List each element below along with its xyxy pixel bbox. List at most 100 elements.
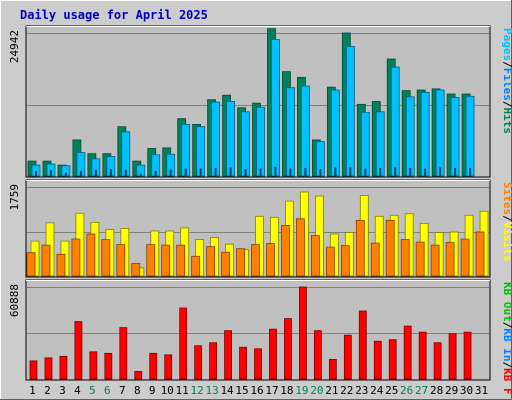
x-tick-day-6: 6 [104, 384, 111, 397]
bar-pages-day-16 [259, 168, 262, 176]
panel-hits-files-pages-legend: Pages/Files/Hits [501, 28, 512, 134]
bar-pages-day-24 [379, 167, 382, 176]
bar-sites-day-10 [161, 244, 171, 277]
legend-: / [501, 322, 512, 329]
legend-pages: Pages [501, 28, 512, 61]
bar-sites-day-23 [355, 219, 365, 277]
legend-kb-out: KB Out [501, 282, 512, 322]
bar-kbf-day-13 [209, 342, 218, 380]
x-tick-day-12: 12 [191, 384, 204, 397]
legend-: / [501, 61, 512, 68]
bar-kbf-day-4 [74, 321, 83, 380]
x-tick-day-21: 21 [325, 384, 338, 397]
panel-hits-files-pages-ymax-label: 24942 [8, 30, 21, 63]
bar-pages-day-12 [199, 168, 202, 176]
bar-sites-day-16 [251, 244, 260, 277]
bar-kbf-day-3 [59, 355, 68, 380]
bar-sites-day-1 [26, 252, 36, 277]
x-tick-day-15: 15 [235, 384, 248, 397]
bar-files-day-24 [375, 111, 385, 177]
x-tick-day-13: 13 [205, 384, 218, 397]
x-tick-day-22: 22 [340, 384, 353, 397]
x-tick-day-31: 31 [475, 384, 488, 397]
bar-sites-day-31 [475, 231, 485, 277]
bar-pages-day-19 [304, 167, 307, 176]
x-tick-day-1: 1 [29, 384, 36, 397]
bar-kbf-day-23 [358, 310, 367, 380]
legend-: / [501, 362, 512, 369]
bar-pages-day-11 [184, 168, 187, 176]
chart-title: Daily usage for April 2025 [20, 8, 208, 22]
bar-sites-day-6 [101, 239, 111, 277]
bar-kbf-day-11 [179, 307, 188, 380]
bar-kbf-day-21 [328, 358, 337, 380]
bar-kbf-day-15 [239, 346, 247, 380]
bar-kbf-day-30 [463, 331, 472, 380]
bar-sites-day-12 [191, 255, 201, 277]
bar-pages-day-6 [109, 169, 112, 176]
x-tick-day-23: 23 [355, 384, 368, 397]
bar-kbf-day-14 [224, 330, 232, 380]
x-tick-day-14: 14 [220, 384, 234, 397]
panel-visits-sites-ymax-label: 1759 [8, 184, 21, 211]
bar-pages-day-9 [154, 170, 157, 176]
legend-sites: Sites [501, 182, 512, 215]
x-tick-day-2: 2 [44, 384, 51, 397]
x-tick-day-20: 20 [310, 384, 323, 397]
bar-pages-day-10 [169, 169, 172, 176]
bar-files-day-18 [286, 87, 295, 177]
bar-pages-day-22 [349, 167, 352, 176]
bar-files-day-7 [121, 131, 131, 177]
bar-kbf-day-27 [418, 331, 427, 380]
bar-pages-day-25 [394, 167, 397, 176]
bar-sites-day-11 [176, 244, 186, 277]
bar-kbf-day-22 [343, 334, 352, 380]
bar-pages-day-5 [94, 169, 97, 176]
bar-sites-day-18 [281, 225, 290, 277]
bar-pages-day-3 [64, 172, 67, 176]
bar-pages-day-8 [139, 173, 142, 176]
bar-kbf-day-26 [403, 325, 412, 380]
bar-sites-day-14 [221, 251, 230, 277]
bar-sites-day-27 [415, 241, 425, 277]
x-tick-day-25: 25 [385, 384, 398, 397]
legend-visits: Visits [501, 222, 512, 262]
bar-kbf-day-17 [269, 328, 277, 380]
bar-sites-day-19 [296, 218, 305, 277]
bar-pages-day-17 [274, 166, 277, 176]
x-tick-day-27: 27 [415, 384, 428, 397]
bar-pages-day-26 [409, 167, 412, 176]
bar-sites-day-8 [131, 262, 141, 277]
x-tick-day-16: 16 [250, 384, 263, 397]
panel-visits-sites: 1759 Sites/Visits [8, 179, 512, 278]
x-tick-day-26: 26 [400, 384, 413, 397]
bar-files-day-21 [330, 89, 340, 177]
bar-pages-day-30 [469, 167, 472, 176]
x-tick-day-30: 30 [460, 384, 473, 397]
x-tick-day-3: 3 [59, 384, 66, 397]
bar-sites-day-24 [370, 242, 380, 277]
bar-files-day-14 [226, 101, 235, 177]
bar-kbf-day-25 [388, 339, 397, 380]
x-tick-day-17: 17 [265, 384, 278, 397]
bar-pages-day-4 [79, 170, 82, 176]
bar-sites-day-4 [71, 238, 81, 277]
bar-pages-day-7 [124, 169, 127, 176]
bar-kbf-day-10 [164, 354, 173, 380]
bar-files-day-28 [435, 89, 445, 177]
bar-files-day-23 [360, 111, 370, 177]
bar-files-day-22 [345, 46, 355, 177]
bar-pages-day-13 [214, 167, 217, 176]
legend-: / [501, 215, 512, 222]
bar-pages-day-1 [35, 170, 37, 176]
bar-kbf-day-1 [29, 360, 38, 380]
bar-pages-day-29 [454, 167, 457, 176]
bar-kbf-day-19 [299, 286, 307, 380]
bar-files-day-15 [241, 111, 250, 177]
bar-kbf-day-20 [313, 330, 322, 380]
bar-sites-day-28 [430, 244, 440, 277]
legend-kb-in: KB In [501, 328, 512, 361]
x-tick-day-7: 7 [119, 384, 126, 397]
